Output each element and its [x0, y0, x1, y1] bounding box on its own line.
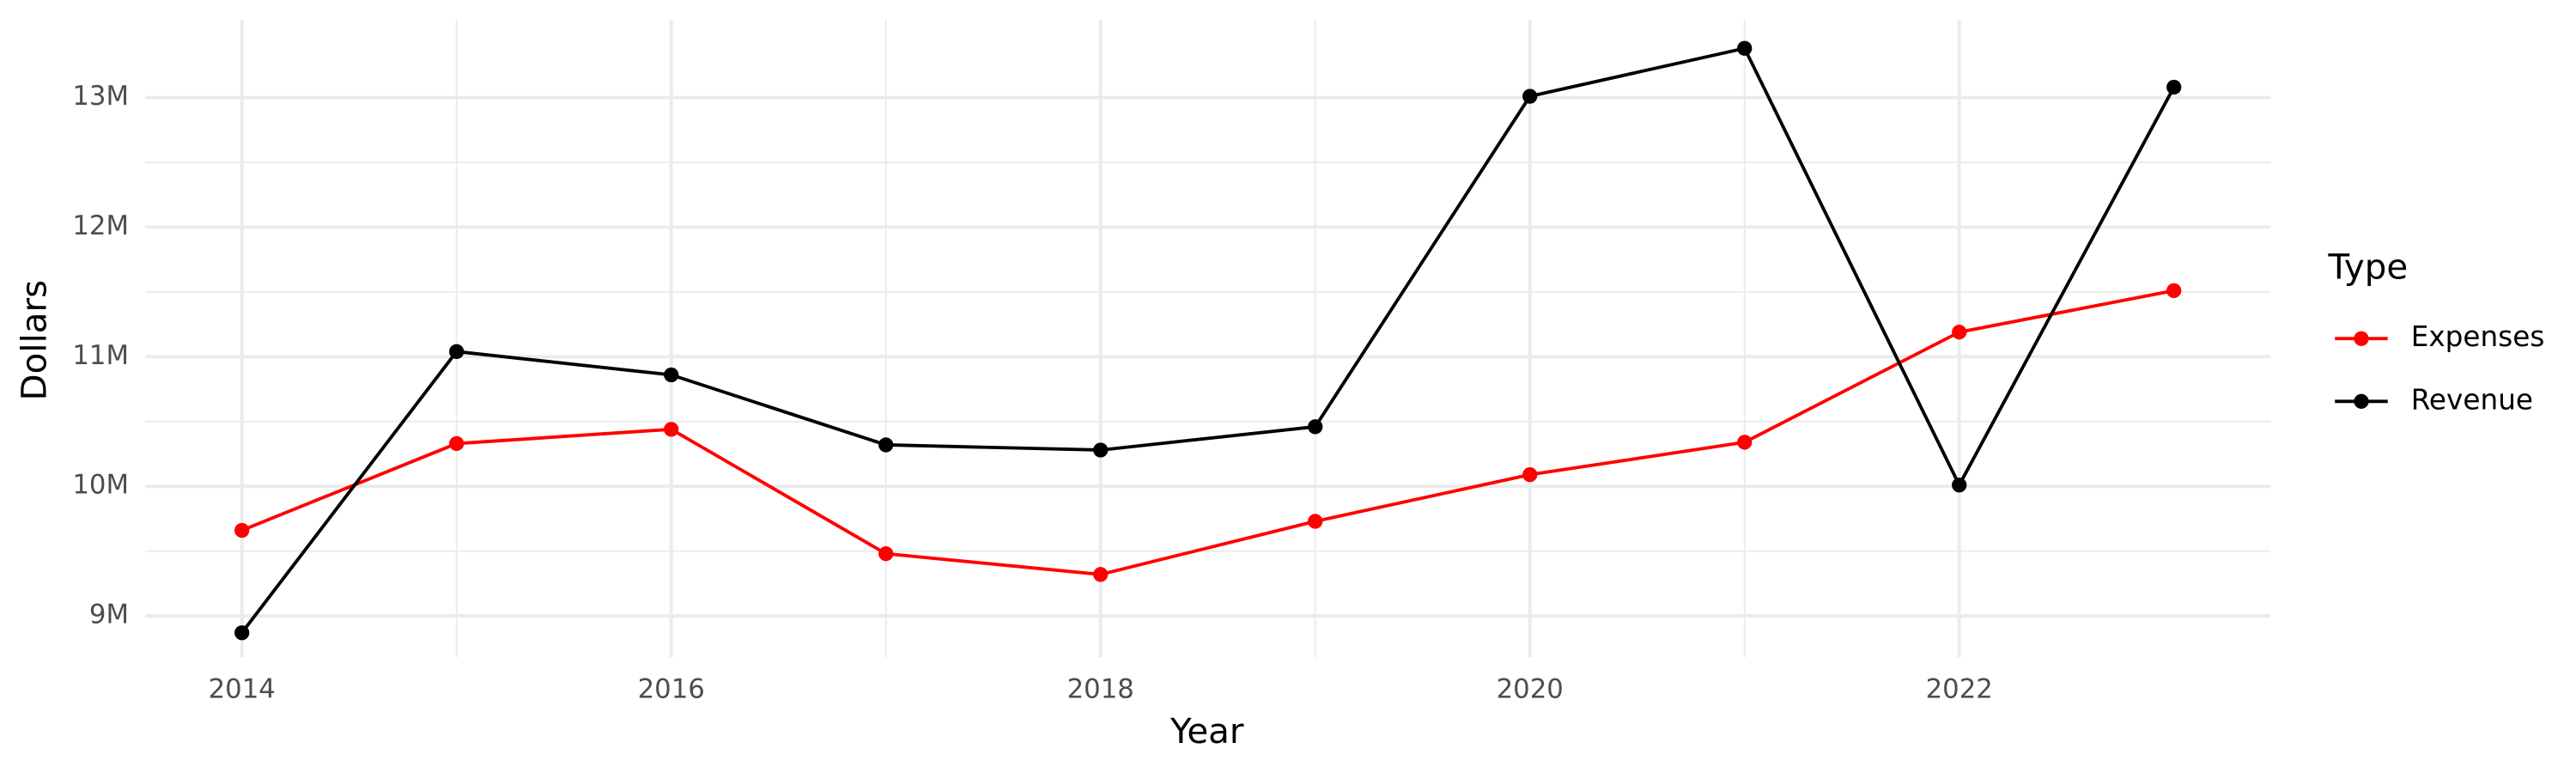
- data-point: [1737, 40, 1753, 56]
- x-axis-title: Year: [1170, 711, 1244, 752]
- data-point: [1737, 435, 1753, 450]
- data-point: [878, 546, 894, 562]
- legend-marker: [2354, 393, 2369, 409]
- data-point: [1952, 478, 1967, 493]
- legend-title: Type: [2328, 247, 2409, 287]
- data-point: [1308, 514, 1323, 529]
- data-point: [449, 435, 465, 452]
- x-tick-label: 2020: [1497, 673, 1564, 704]
- legend-marker: [2354, 331, 2369, 346]
- data-point: [449, 344, 465, 359]
- data-point: [1308, 419, 1323, 435]
- y-axis-title: Dollars: [14, 280, 54, 401]
- y-tick-label: 13M: [72, 81, 129, 112]
- y-tick-label: 12M: [72, 210, 129, 241]
- data-point: [1093, 442, 1109, 458]
- x-tick-label: 2014: [209, 673, 276, 704]
- data-point: [664, 422, 679, 437]
- data-point: [878, 437, 894, 453]
- y-tick-label: 9M: [89, 600, 129, 630]
- legend-label: Revenue: [2411, 383, 2533, 416]
- data-point: [1522, 88, 1538, 104]
- y-tick-label: 10M: [72, 470, 129, 501]
- x-tick-label: 2018: [1067, 673, 1134, 704]
- data-point: [1952, 325, 1967, 340]
- data-point: [1522, 466, 1538, 483]
- legend-label: Expenses: [2411, 320, 2545, 353]
- data-point: [1093, 567, 1109, 582]
- series-line: [240, 46, 2176, 634]
- data-point: [2166, 79, 2182, 95]
- data-point: [234, 522, 250, 539]
- data-point: [234, 625, 250, 641]
- series-line: [241, 289, 2175, 576]
- y-tick-label: 11M: [72, 340, 129, 371]
- x-tick-label: 2022: [1926, 673, 1993, 704]
- x-tick-label: 2016: [638, 673, 705, 704]
- data-point: [2166, 283, 2182, 299]
- data-point: [664, 367, 679, 383]
